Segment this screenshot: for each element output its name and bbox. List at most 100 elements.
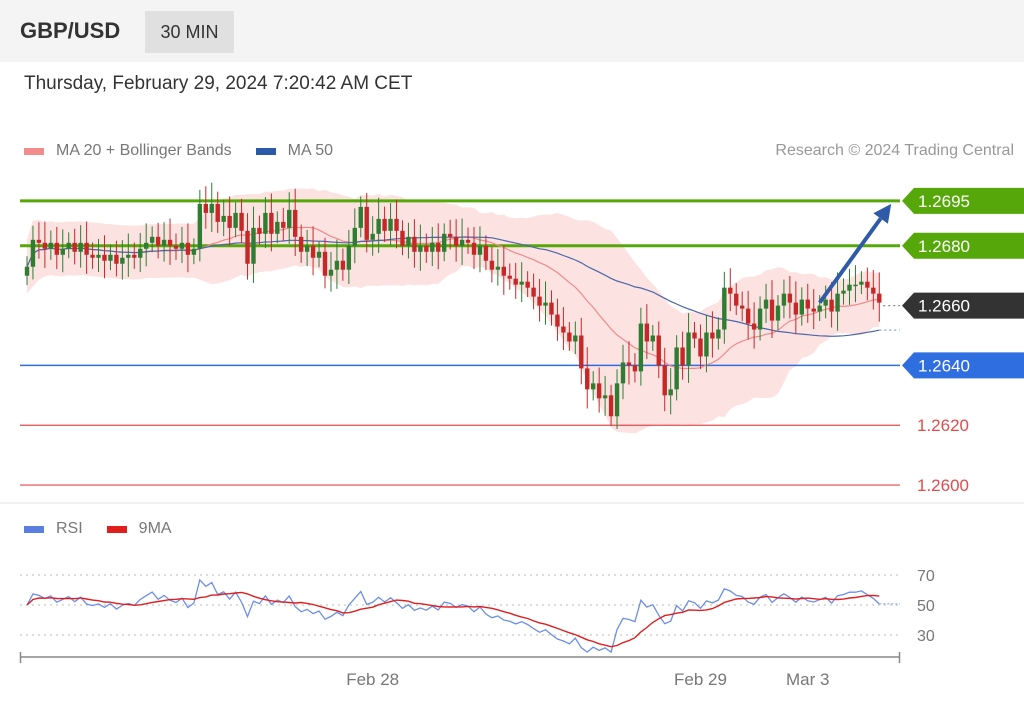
candle	[620, 362, 626, 384]
candle	[549, 302, 554, 315]
candle	[525, 281, 530, 288]
candle	[823, 299, 828, 306]
header-bar: GBP/USD 30 MIN	[0, 0, 1024, 62]
candle	[495, 266, 501, 270]
x-tick-label: Feb 29	[674, 670, 727, 689]
candle	[573, 335, 578, 342]
candle	[805, 299, 810, 309]
candle	[239, 212, 244, 231]
candle	[644, 323, 650, 342]
candle	[477, 245, 483, 255]
candle	[537, 296, 542, 306]
candle	[859, 281, 864, 285]
candle	[579, 335, 584, 369]
rsi-9ma-line	[26, 591, 880, 648]
candle	[740, 305, 745, 309]
candle	[608, 395, 614, 417]
candle	[376, 218, 381, 234]
candle	[853, 284, 858, 287]
candle	[346, 245, 352, 270]
candle	[149, 236, 155, 243]
candle	[698, 338, 703, 357]
legend-label-9ma: 9MA	[138, 520, 172, 537]
candle	[817, 305, 822, 312]
candle	[775, 305, 781, 321]
candle	[793, 302, 799, 315]
candle	[155, 236, 161, 246]
candle	[90, 254, 95, 258]
ma50-line	[26, 236, 880, 337]
candle	[138, 248, 143, 258]
candle	[650, 335, 655, 342]
legend-swatch-ma20	[24, 147, 44, 155]
candle	[310, 245, 316, 258]
candle	[215, 203, 220, 222]
candle	[567, 332, 572, 342]
legend-label-ma50: MA 50	[287, 142, 334, 159]
candle	[96, 254, 101, 258]
candle	[48, 242, 54, 249]
price-tag-label: 1.2695	[918, 192, 970, 211]
candle	[108, 254, 113, 261]
candle	[227, 215, 232, 228]
rsi-level-label: 30	[917, 628, 935, 645]
candle	[543, 302, 548, 306]
candle	[555, 314, 560, 327]
research-credit: Research © 2024 Trading Central	[775, 142, 1014, 159]
candle	[298, 236, 304, 252]
x-tick-label: Mar 3	[786, 670, 829, 689]
candle	[352, 227, 357, 246]
candle	[54, 242, 59, 255]
candle	[591, 383, 596, 390]
candle	[871, 287, 876, 294]
candle	[114, 254, 119, 264]
candle	[388, 218, 393, 231]
candle	[602, 395, 608, 399]
candle	[614, 383, 620, 417]
candle	[257, 227, 262, 234]
candle	[424, 245, 429, 252]
candle	[60, 248, 65, 255]
candle	[78, 242, 83, 252]
candle	[757, 308, 763, 330]
candle	[233, 212, 238, 228]
candle	[447, 233, 453, 237]
candle	[465, 239, 471, 243]
candle	[561, 326, 566, 333]
candle	[835, 293, 840, 312]
price-level-label: 1.2620	[917, 416, 969, 435]
candle	[442, 233, 447, 252]
candle	[877, 293, 882, 303]
timeframe-button[interactable]: 30 MIN	[145, 11, 234, 53]
candle	[167, 239, 173, 246]
candle	[24, 266, 30, 276]
forecast-arrow-shaft	[818, 217, 883, 304]
datetime-label: Thursday, February 29, 2024 7:20:42 AM C…	[24, 73, 413, 94]
candle	[692, 332, 697, 339]
legend-label-rsi: RSI	[56, 520, 83, 537]
symbol-title: GBP/USD	[20, 18, 121, 43]
candle	[412, 236, 417, 252]
candle	[269, 212, 274, 234]
candle	[519, 281, 524, 285]
candle	[120, 257, 125, 264]
candle	[84, 242, 89, 255]
candle	[716, 329, 721, 339]
price-tag-label: 1.2640	[918, 356, 970, 375]
candle	[638, 323, 644, 372]
candle	[734, 293, 739, 306]
candle	[316, 251, 322, 258]
candle	[728, 287, 733, 294]
candle	[531, 287, 536, 297]
candle	[400, 230, 405, 246]
candle	[436, 242, 441, 252]
candle	[30, 239, 36, 267]
candle	[763, 299, 769, 309]
candle	[841, 290, 846, 294]
price-tag-1-2695	[902, 187, 1024, 214]
candle	[179, 242, 185, 249]
rsi-line	[26, 578, 880, 654]
candle	[66, 242, 71, 249]
candle	[185, 242, 191, 255]
